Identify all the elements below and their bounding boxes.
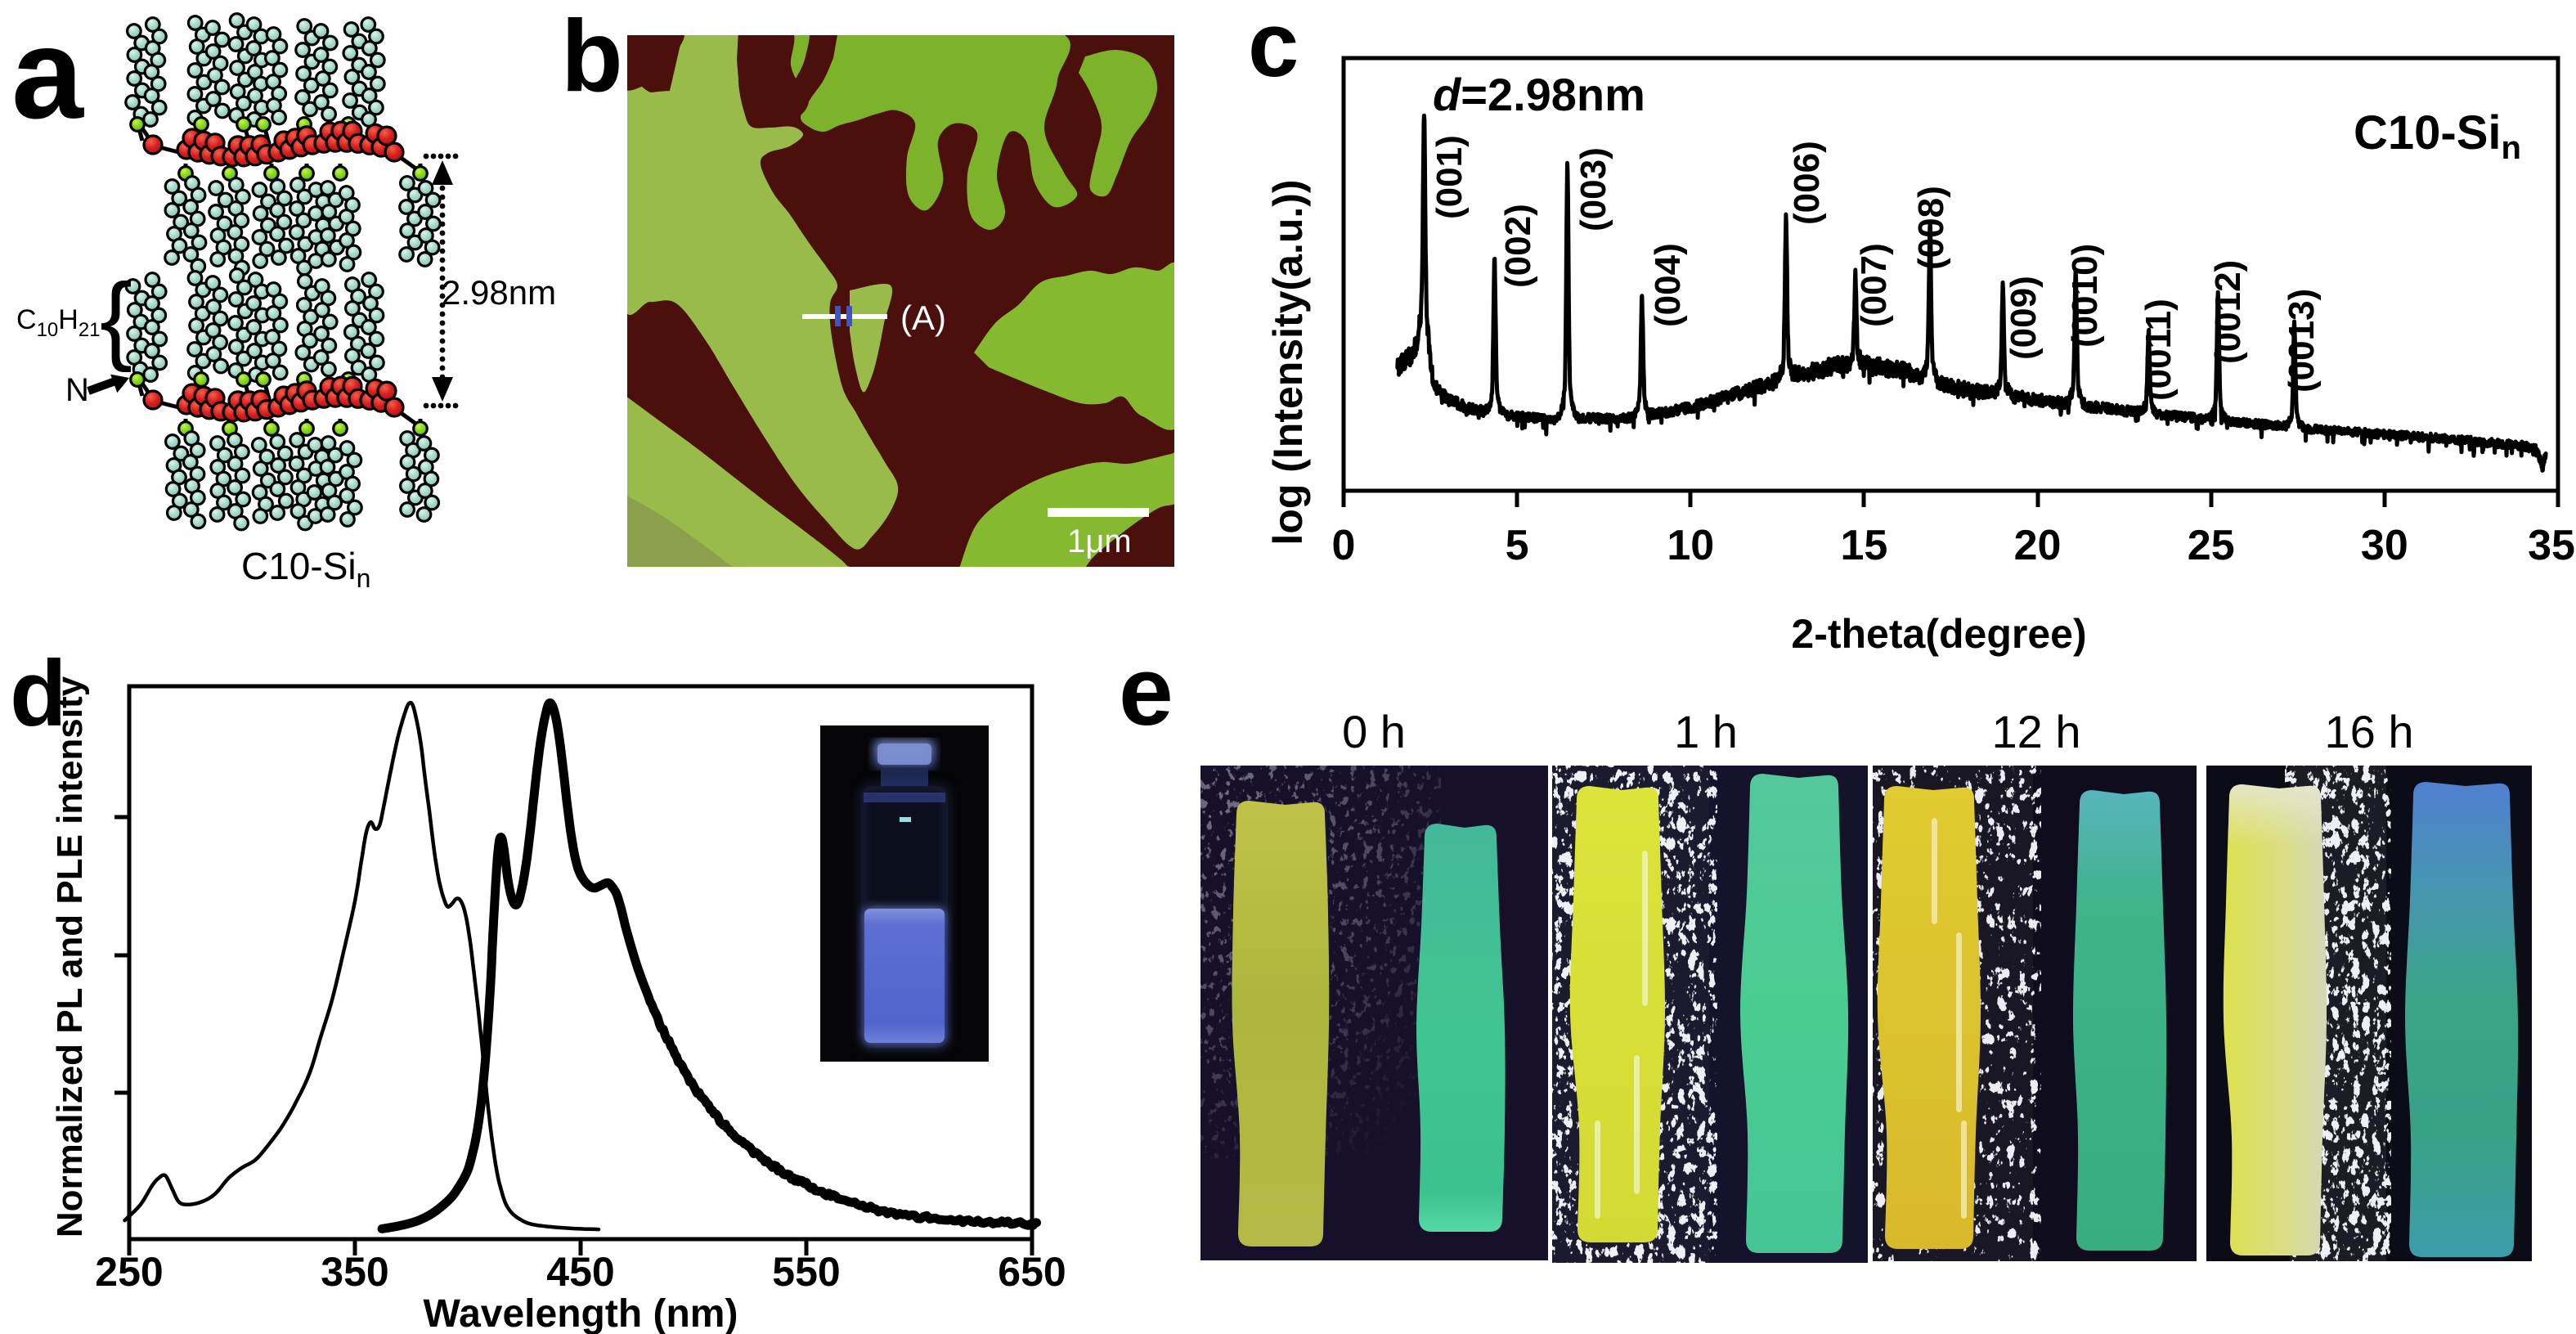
svg-text:b: b	[561, 0, 623, 113]
svg-text:Normalized PL and PLE intensit: Normalized PL and PLE intensity	[50, 676, 90, 1237]
svg-text:C10-Sin: C10-Sin	[241, 545, 370, 593]
svg-text:{: {	[100, 263, 132, 373]
svg-text:350: 350	[321, 1249, 388, 1295]
svg-text:(007): (007)	[1854, 243, 1894, 327]
svg-text:15: 15	[1841, 522, 1888, 569]
svg-text:12 h: 12 h	[1992, 706, 2081, 757]
svg-text:30: 30	[2361, 522, 2408, 569]
svg-text:250: 250	[95, 1249, 163, 1295]
svg-text:C10-Sin: C10-Sin	[2354, 106, 2521, 166]
svg-text:25: 25	[2188, 522, 2235, 569]
svg-text:Wavelength (nm): Wavelength (nm)	[424, 1292, 738, 1334]
svg-text:(006): (006)	[1787, 141, 1827, 225]
svg-text:(004): (004)	[1648, 243, 1688, 327]
svg-text:d=2.98nm: d=2.98nm	[1433, 69, 1645, 120]
svg-text:(003): (003)	[1573, 147, 1613, 231]
svg-text:0 h: 0 h	[1342, 706, 1406, 757]
svg-text:(009): (009)	[2004, 276, 2044, 360]
svg-text:550: 550	[772, 1249, 840, 1295]
svg-text:20: 20	[2014, 522, 2062, 569]
svg-text:16 h: 16 h	[2325, 706, 2414, 757]
svg-text:(0010): (0010)	[2065, 244, 2105, 348]
svg-text:450: 450	[546, 1249, 614, 1295]
svg-text:log (Intensity(a.u.)): log (Intensity(a.u.))	[1265, 179, 1311, 545]
svg-text:2-theta(degree): 2-theta(degree)	[1791, 611, 2086, 657]
svg-text:d: d	[10, 642, 67, 746]
svg-text:5: 5	[1506, 522, 1529, 569]
svg-text:0: 0	[1332, 522, 1356, 569]
svg-text:a: a	[11, 2, 84, 146]
svg-text:650: 650	[998, 1249, 1066, 1295]
svg-text:e: e	[1119, 636, 1174, 746]
svg-text:10: 10	[1667, 522, 1714, 569]
svg-text:35: 35	[2528, 522, 2575, 569]
svg-text:(0013): (0013)	[2282, 289, 2322, 393]
svg-text:1 h: 1 h	[1674, 706, 1738, 757]
svg-text:2.98nm: 2.98nm	[442, 273, 556, 312]
svg-text:1μm: 1μm	[1067, 523, 1132, 559]
svg-text:(001): (001)	[1429, 135, 1470, 219]
svg-text:(002): (002)	[1498, 204, 1538, 288]
svg-text:(A): (A)	[900, 299, 946, 337]
svg-text:N: N	[65, 372, 89, 408]
svg-text:(0012): (0012)	[2208, 260, 2248, 364]
svg-text:c: c	[1248, 0, 1299, 96]
svg-text:(008): (008)	[1911, 186, 1951, 270]
svg-text:(0011): (0011)	[2138, 299, 2179, 401]
svg-text:C10H21: C10H21	[16, 304, 101, 341]
